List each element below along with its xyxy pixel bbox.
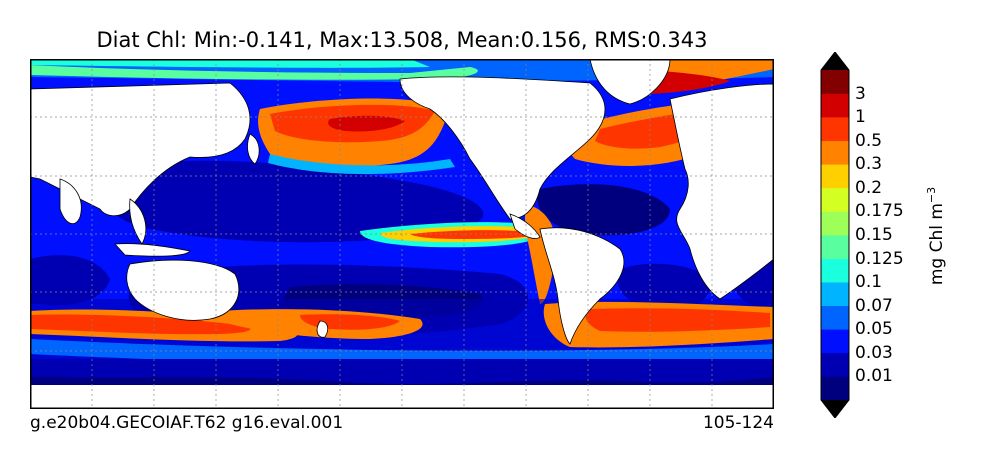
north-pacific-gyre (100, 160, 484, 243)
colorbar-tick-label: 0.01 (855, 366, 893, 387)
colorbar-segment (821, 282, 849, 307)
colorbar-segment (821, 329, 849, 354)
map-frame (30, 59, 774, 409)
colorbar-tick-label: 0.125 (855, 248, 904, 269)
colorbar-segment (821, 352, 849, 377)
colorbar-tick-label: 0.1 (855, 272, 883, 293)
eurasia-west-landmass (30, 82, 251, 217)
south-america (539, 227, 625, 345)
north-pacific-edge (268, 154, 455, 175)
north-pacific-bloom-core (328, 115, 405, 132)
colorbar-segment (821, 211, 849, 236)
colorbar-tick-label: 0.3 (855, 154, 883, 175)
colorbar-extend-low (821, 400, 849, 418)
colorbar-units-label: mg Chl m−3 (925, 187, 947, 285)
colorbar-tick-label: 3 (855, 83, 866, 104)
colorbar-tick-label: 0.175 (855, 201, 904, 222)
north-america (399, 76, 606, 220)
colorbar-segment (821, 376, 849, 401)
map-gridlines (30, 59, 774, 409)
run-label: g.e20b04.GECOIAF.T62 g16.eval.001 (30, 413, 344, 433)
map-panel (30, 59, 774, 409)
colorbar-tick-label: 1 (855, 107, 866, 128)
europe-africa-east (669, 83, 774, 300)
colorbar-tick-label: 0.2 (855, 177, 883, 198)
indonesia (114, 243, 191, 257)
plot-title: Diat Chl: Min:-0.141, Max:13.508, Mean:0… (96, 28, 708, 52)
colorbar (820, 52, 850, 418)
southern-ocean-band-east-inner (585, 308, 770, 332)
colorbar-tick-label: 0.05 (855, 319, 893, 340)
colorbar-segment (821, 305, 849, 330)
colorbar-segment (821, 164, 849, 189)
colorbar-extend-high (821, 52, 849, 70)
chlorophyll-map (30, 59, 774, 409)
new-zealand (316, 320, 329, 338)
southern-ocean-edge (30, 339, 774, 366)
north-atlantic-gyre (537, 184, 670, 236)
colorbar-tick-label: 0.5 (855, 130, 883, 151)
colorbar-segment (821, 235, 849, 259)
colorbar-tick-label: 0.15 (855, 225, 893, 245)
equatorial-tongue-inner (410, 230, 540, 239)
india-peninsula (59, 178, 82, 225)
japan (247, 133, 260, 165)
colorbar-tick-label: 0.07 (855, 295, 893, 316)
central-america (509, 213, 541, 239)
colorbar-segment (821, 258, 849, 283)
units-main: mg Chl m (926, 203, 947, 286)
arctic-high (30, 65, 478, 80)
southern-ocean-band-west-inner (30, 314, 251, 335)
colorbar-segment (821, 93, 849, 118)
australia (126, 259, 240, 321)
colorbar-frame (820, 52, 850, 418)
colorbar-segment (821, 117, 849, 142)
colorbar-segment (821, 70, 849, 94)
colorbar-segment (821, 187, 849, 212)
units-exponent: −3 (925, 186, 939, 204)
colorbar-segment (821, 140, 849, 165)
colorbar-tick-label: 0.03 (855, 342, 893, 363)
indian-ocean-gyre (30, 255, 110, 306)
years-label: 105-124 (702, 413, 774, 433)
arctic-top (30, 59, 430, 68)
